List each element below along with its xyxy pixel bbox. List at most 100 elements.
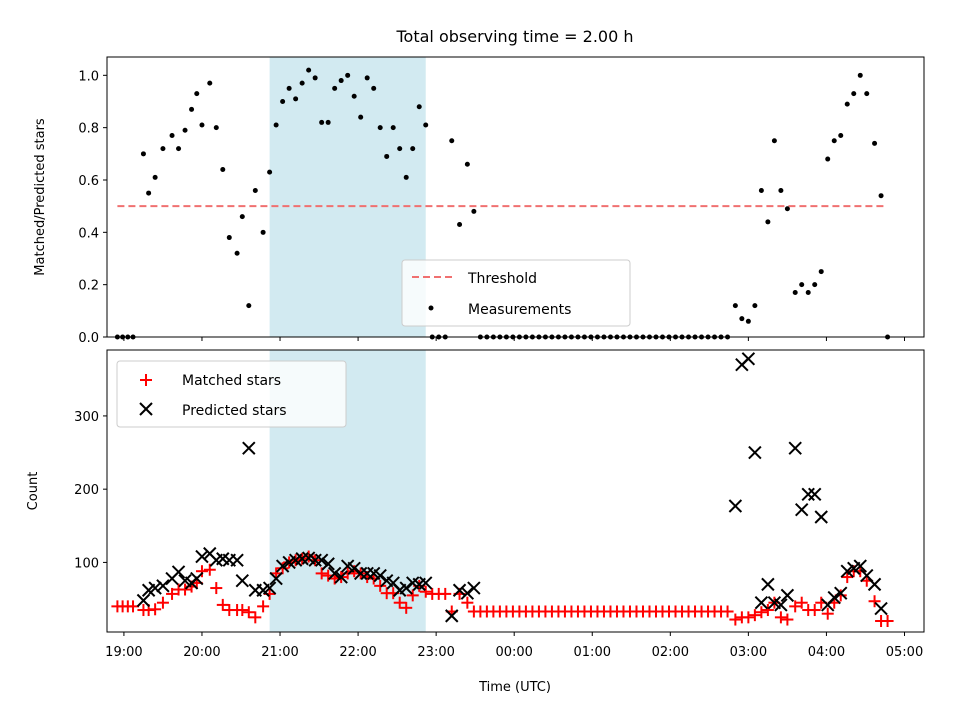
measurement-point [160,146,166,152]
legend-threshold-label: Threshold [467,271,537,287]
count-legend-box [116,360,347,428]
predicted-star-marker [780,588,795,603]
measurement-point [739,316,745,322]
matched-star-marker [795,596,808,609]
matched-star-marker [781,613,794,626]
matched-star-marker [149,603,162,616]
measurement-point [152,174,158,180]
matched-star-marker [821,607,834,620]
predicted-star-marker [156,579,170,593]
ratio-x-ticks [123,337,905,341]
measurement-point [207,80,213,86]
matched-star-marker [166,587,179,600]
measurement-point [226,235,232,241]
measurement-point [280,98,286,104]
predicted-star-marker [314,553,329,567]
measurement-point [752,303,758,309]
ratio-axes-frame [106,56,925,338]
legend-measurements-swatch [428,305,434,311]
predicted-star-marker [801,487,815,502]
legend-predicted-label: Predicted stars [182,403,287,419]
matched-star-marker [868,595,881,608]
measurement-point [812,282,818,288]
predicted-star-marker [419,576,433,590]
x-tick-label: 23:00 [417,645,454,660]
ratio-span-rect [269,57,426,337]
count-y-tick-label: 200 [74,483,99,498]
matched-star-marker [461,596,474,609]
measurement-point [377,125,383,131]
matched-star-marker [400,601,413,614]
predicted-star-marker [360,566,374,581]
measurement-point [306,67,312,73]
matched-star-marker [127,600,140,613]
legend-predicted-swatch [139,402,153,416]
measurement-point [234,250,240,256]
matched-star-marker [748,609,761,622]
measurement-point [213,125,219,131]
count-y-ticks: 100 200 300 [74,410,107,571]
measurement-point [471,208,477,214]
predicted-star-marker [327,566,342,581]
measurement-point [260,229,266,235]
matched-star-marker [789,600,802,613]
matched-star-marker [721,605,734,618]
measurement-point [825,156,831,162]
measurement-point [189,106,195,112]
predicted-star-marker [853,559,867,573]
x-tick-label: 21:00 [261,645,298,660]
measurement-point [745,318,751,324]
measurement-point [390,125,396,131]
predicted-star-marker [834,586,848,600]
ratio-y-axis-label: Matched/Predicted stars [33,118,48,276]
measurement-point [146,190,152,196]
measurement-point [818,269,824,275]
matched-star-marker [393,596,406,609]
matched-star-marker [315,567,328,580]
x-tick-label: 02:00 [652,645,689,660]
matched-star-marker [216,598,229,611]
predicted-star-marker [195,549,209,564]
predicted-star-marker [741,352,756,366]
predicted-star-marker [190,571,204,586]
matched-star-marker [179,583,192,596]
matched-star-marker [249,611,262,624]
measurement-point [267,169,273,175]
x-tick-label: 01:00 [574,645,611,660]
x-tick-label: 05:00 [886,645,923,660]
measurement-point [286,85,292,91]
measurement-point [312,75,318,81]
observing-window-span [269,57,426,337]
matched-star-marker [761,604,774,617]
measurement-point [831,138,837,144]
measurement-point [805,290,811,296]
predicted-star-marker [874,601,888,616]
measurement-point [758,187,764,193]
predicted-star-marker [808,487,822,502]
matched-star-marker [276,562,289,575]
predicted-star-marker [269,571,283,586]
measurement-point [878,193,884,199]
predicted-star-marker [353,566,368,581]
measurement-point [410,146,416,152]
ratio-y-tick-label: 0.2 [78,279,99,294]
ratio-legend: Threshold Measurements [401,259,631,327]
measurement-points [114,67,891,340]
count-y-axis-label: Count [26,472,41,511]
count-y-tick-label: 100 [74,556,99,571]
matched-star-marker [406,589,419,602]
measurement-point [169,133,175,139]
count-axes: 100 200 300 19:00 20:00 21:00 22:00 23:00 00:00… [26,349,925,695]
ratio-legend-box [401,259,631,327]
measurement-point [397,146,403,152]
predicted-star-marker [795,502,809,517]
matched-star-marker [195,565,208,578]
matched-star-marker [236,604,249,617]
matched-star-marker [419,585,432,598]
x-axis-label: Time (UTC) [478,680,551,695]
predicted-star-marker [230,553,244,567]
predicted-star-marker [467,581,481,595]
measurement-point [464,161,470,167]
count-axes-frame [106,349,925,633]
